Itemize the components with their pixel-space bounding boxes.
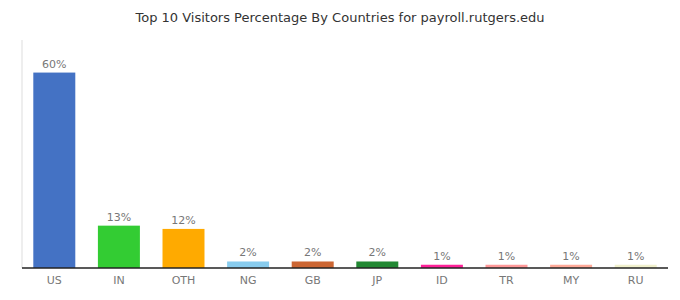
y-axis-line [22,40,23,268]
x-tick-label: RU [628,274,644,287]
x-tick-label: IN [113,274,124,287]
x-tick-label: NG [240,274,257,287]
bar [98,226,140,268]
x-axis-line [22,267,668,269]
data-label: 1% [627,250,644,263]
x-tick-label: US [47,274,62,287]
data-label: 2% [239,246,256,259]
data-label: 1% [498,250,515,263]
bar [163,229,205,268]
data-label: 1% [562,250,579,263]
x-tick-label: JP [371,274,382,287]
data-label: 60% [42,58,66,71]
bars [33,73,656,268]
x-tick-label: MY [563,274,579,287]
data-label: 2% [369,246,386,259]
data-label: 1% [433,250,450,263]
title: Top 10 Visitors Percentage By Countries … [134,10,544,25]
data-label: 12% [171,214,195,227]
x-tick-label: TR [498,274,514,287]
bar [292,261,334,268]
bar [227,261,269,268]
x-tick-label: OTH [172,274,196,287]
bar [356,261,398,268]
data-label: 13% [107,211,131,224]
x-tick-label: GB [305,274,321,287]
x-tick-label: ID [436,274,448,287]
bar [33,73,75,268]
data-label: 2% [304,246,321,259]
chart: Top 10 Visitors Percentage By Countries … [0,0,680,300]
